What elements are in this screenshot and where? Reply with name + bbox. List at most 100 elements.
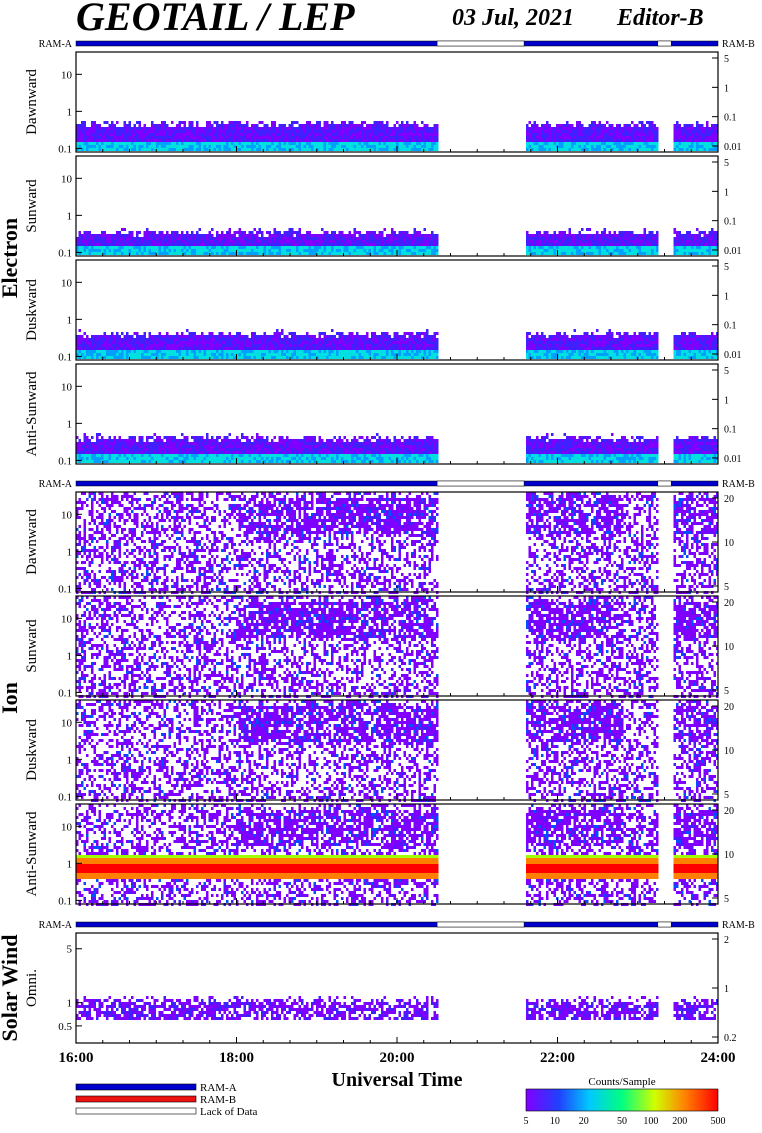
y-tick-label: 5 — [67, 944, 73, 956]
colorbar-tick-label: 20 — [579, 1116, 589, 1127]
ram-bar-label-right: RAM-B — [722, 920, 755, 931]
ram-bar-segment — [76, 481, 718, 486]
y-tick-label-right: 5 — [724, 262, 729, 273]
legend-lack-label: Lack of Data — [200, 1106, 258, 1118]
y-tick-label: 1 — [67, 754, 73, 766]
panel-frame — [76, 933, 718, 1043]
y-tick-label-right: 20 — [724, 494, 734, 505]
x-axis-label: Universal Time — [332, 1069, 463, 1091]
y-tick-label: 0.1 — [58, 247, 72, 259]
y-tick-label-right: 0.1 — [724, 425, 737, 436]
y-tick-label-right: 5 — [724, 54, 729, 65]
colorbar-tick-label: 100 — [643, 1116, 658, 1127]
y-tick-label-right: 1 — [724, 187, 729, 198]
panel-ylabel: Anti-Sunward — [24, 371, 40, 456]
legend-ram-a-label: RAM-A — [200, 1082, 237, 1094]
y-tick-label: 0.1 — [58, 791, 72, 803]
y-tick-label-right: 0.01 — [724, 142, 742, 153]
panel-ylabel: Dawnward — [24, 509, 40, 575]
y-tick-label: 0.1 — [58, 455, 72, 467]
y-tick-label: 1 — [67, 418, 73, 430]
y-tick-label: 0.5 — [58, 1021, 72, 1033]
y-tick-label-right: 10 — [724, 538, 734, 549]
legend-ram-b-label: RAM-B — [200, 1094, 236, 1106]
ram-bar-segment — [76, 922, 718, 927]
y-tick-label: 10 — [61, 69, 73, 81]
spectrogram-cells — [76, 996, 719, 1020]
legend-ram-b-swatch — [76, 1096, 196, 1102]
y-tick-label-right: 1 — [724, 984, 729, 995]
y-tick-label-right: 5 — [724, 894, 729, 905]
colorbar-tick-label: 5 — [524, 1116, 529, 1127]
x-ticks — [76, 1037, 718, 1043]
y-tick-label: 0.1 — [58, 583, 72, 595]
y-tick-label-right: 0.01 — [724, 246, 742, 257]
ram-bar-gap — [437, 922, 524, 927]
y-tick-label-right: 5 — [724, 582, 729, 593]
ram-bar-label-right: RAM-B — [722, 479, 755, 490]
y-tick-label: 0.1 — [58, 895, 72, 907]
y-tick-label-right: 20 — [724, 598, 734, 609]
group-label: Ion — [0, 682, 22, 714]
colorbar-tick-label: 500 — [711, 1116, 726, 1127]
y-tick-label-right: 10 — [724, 746, 734, 757]
y-tick-label-right: 20 — [724, 702, 734, 713]
plot-editor: Editor-B — [616, 5, 704, 31]
colorbar-tick-label: 50 — [617, 1116, 627, 1127]
y-tick-label-right: 10 — [724, 850, 734, 861]
ram-bar-label-left: RAM-A — [39, 39, 73, 50]
colorbar — [526, 1089, 718, 1111]
y-tick-label: 1 — [67, 314, 73, 326]
y-tick-label-right: 1 — [724, 395, 729, 406]
panel-ylabel: Duskward — [24, 719, 40, 781]
y-tick-label-right: 5 — [724, 158, 729, 169]
y-tick-label-right: 10 — [724, 642, 734, 653]
ram-bar-label-left: RAM-A — [39, 479, 73, 490]
panel-ylabel: Duskward — [24, 279, 40, 341]
legend-lack-swatch — [76, 1108, 196, 1114]
y-tick-label-right: 5 — [724, 366, 729, 377]
y-tick-label: 1 — [67, 546, 73, 558]
panel-electron-sunward: 10 1 0.1 5 1 0.1 0.01 Sunward — [24, 156, 742, 259]
y-tick-label-right: 1 — [724, 83, 729, 94]
y-tick-label-right: 2 — [724, 935, 729, 946]
panel-ylabel: Sunward — [24, 619, 40, 673]
group-ion: RAM-A RAM-B 10 1 0.1 20 10 5 Dawnward 10 1 0.1 20 10 5… — [0, 479, 755, 907]
spectrogram-cells — [76, 492, 719, 594]
y-tick-label: 10 — [61, 509, 73, 521]
legend-ram-a-swatch — [76, 1084, 196, 1090]
x-tick-label: 20:00 — [380, 1050, 415, 1066]
y-tick-label-right: 0.01 — [724, 350, 742, 361]
panel-ylabel: Omni. — [24, 969, 40, 1007]
y-tick-label: 10 — [61, 381, 73, 393]
panel-ylabel: Sunward — [24, 179, 40, 233]
colorbar-tick-label: 10 — [550, 1116, 560, 1127]
y-tick-label: 10 — [61, 613, 73, 625]
y-tick-label-right: 5 — [724, 686, 729, 697]
y-axis-right: 210.2 — [712, 935, 737, 1044]
y-tick-label-right: 20 — [724, 806, 734, 817]
colorbar-title: Counts/Sample — [588, 1076, 655, 1088]
y-tick-label-right: 0.1 — [724, 217, 737, 228]
x-tick-label: 24:00 — [701, 1050, 736, 1066]
ram-bar: RAM-A RAM-B — [39, 479, 755, 490]
panel-ylabel: Dawnward — [24, 69, 40, 135]
y-tick-label: 1 — [67, 210, 73, 222]
y-tick-label-right: 5 — [724, 790, 729, 801]
group-label: Electron — [0, 218, 22, 298]
spectrogram-cells — [76, 596, 719, 698]
y-tick-label: 10 — [61, 173, 73, 185]
y-tick-label: 1 — [67, 998, 73, 1010]
ram-bar-segment — [76, 41, 718, 46]
